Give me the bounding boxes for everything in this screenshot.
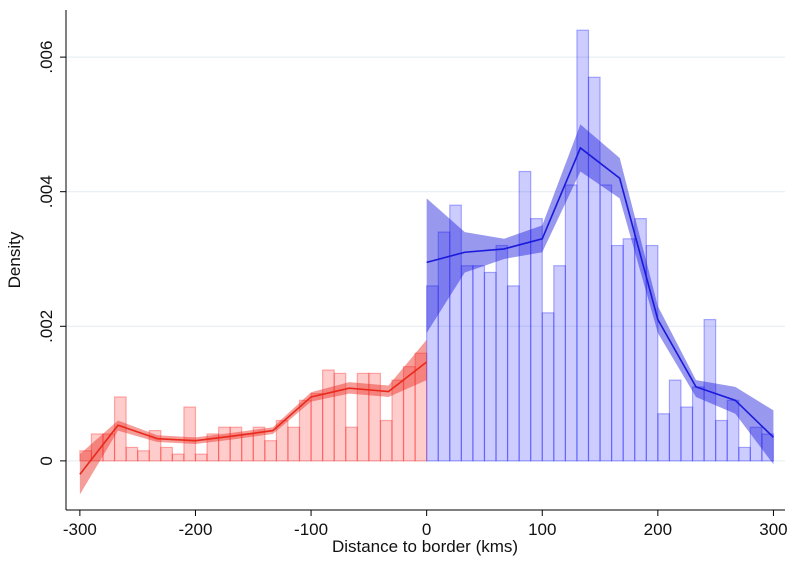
histogram-bar (125, 446, 139, 462)
histogram-bar (368, 372, 382, 462)
histogram-bar (426, 285, 439, 462)
histogram-bar (460, 265, 474, 462)
histogram-bar (738, 446, 751, 462)
confidence-band (426, 124, 774, 465)
histogram-bar (148, 429, 162, 462)
histogram-bar (379, 419, 393, 462)
histogram-bar (402, 366, 416, 462)
histogram-bar (183, 406, 197, 462)
histogram-bar (553, 265, 566, 462)
x-tick-label: 300 (759, 520, 787, 539)
x-tick-label: -100 (294, 520, 328, 539)
histogram-bar (587, 76, 601, 462)
histogram-bar (657, 413, 671, 462)
histogram-bar (414, 352, 428, 462)
x-tick-label: 100 (528, 520, 556, 539)
histogram-bar (322, 369, 335, 462)
histogram-bar (680, 406, 694, 462)
fit-line (79, 361, 428, 475)
histogram-bar (241, 433, 254, 462)
histogram-bar (449, 204, 462, 462)
histogram-bar (252, 426, 266, 462)
histogram-bar (194, 453, 208, 462)
histogram-bar (217, 426, 231, 462)
histogram-bar (391, 379, 405, 462)
x-tick-label: 200 (644, 520, 672, 539)
histogram-bar (761, 433, 775, 462)
histogram-bar (160, 446, 173, 462)
x-tick-label: 0 (422, 520, 431, 539)
histogram-bar (229, 426, 243, 462)
y-tick-label: .004 (37, 175, 56, 208)
histogram-bar (275, 419, 289, 462)
fit-line (426, 146, 774, 438)
histogram-bar (495, 244, 509, 462)
histogram-bar (333, 372, 347, 462)
histogram-bar (530, 218, 543, 462)
histogram-bar (298, 399, 312, 462)
y-tick-label: .002 (37, 310, 56, 343)
x-tick-label: -300 (63, 520, 97, 539)
histogram-bar (310, 392, 324, 462)
x-tick-label: -200 (178, 520, 212, 539)
histogram-bar (437, 231, 451, 462)
histogram-bar (345, 426, 358, 462)
histogram-bar (541, 312, 555, 462)
y-tick-label: 0 (37, 456, 56, 465)
y-tick-label: .006 (37, 41, 56, 74)
histogram-bar (102, 433, 116, 462)
histogram-bar (599, 184, 613, 462)
histogram-bar (564, 184, 578, 462)
histogram-bar (287, 426, 301, 462)
histogram-bar (749, 426, 763, 462)
histogram-bar (715, 419, 728, 462)
histogram-bar (79, 450, 93, 462)
histogram-bar (206, 433, 220, 462)
histogram-bar (356, 372, 370, 462)
histogram-bar (576, 29, 590, 462)
histogram-bar (137, 450, 150, 462)
histogram-bar (171, 453, 185, 462)
histogram-bar (622, 238, 636, 462)
histogram-bar (668, 379, 682, 462)
histogram-bar (90, 433, 104, 462)
histogram-bar (634, 218, 647, 462)
histogram-bar (264, 440, 277, 462)
histogram-bar (645, 244, 659, 462)
histogram-bar (472, 265, 486, 462)
histogram-bar (506, 285, 520, 462)
histogram-bar (483, 271, 497, 462)
y-axis-title: Density (5, 231, 24, 288)
x-axis-title: Distance to border (kms) (332, 537, 518, 556)
histogram-bar (518, 170, 532, 462)
histogram-bar (611, 244, 624, 462)
